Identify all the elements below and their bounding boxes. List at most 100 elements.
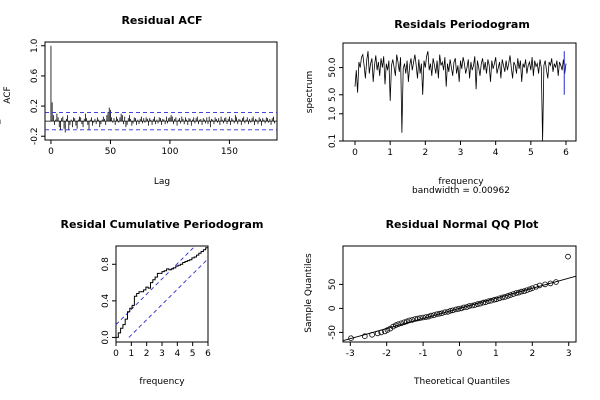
qqplot-point bbox=[403, 318, 410, 325]
qqplot-point bbox=[480, 299, 487, 306]
acf-y-tick-label: 0.2 bbox=[30, 99, 40, 113]
qqplot-point bbox=[565, 253, 571, 260]
qqplot-point bbox=[406, 317, 413, 324]
cumperiodogram-y-tick-label: 0.4 bbox=[101, 293, 111, 308]
qqplot-point bbox=[474, 301, 481, 307]
qqplot-point bbox=[533, 283, 539, 290]
periodogram-line bbox=[354, 51, 567, 142]
qqplot-point bbox=[420, 314, 426, 321]
periodogram-bandwidth: bandwidth = 0.00962 bbox=[412, 186, 510, 196]
cumperiodogram-x-tick-label: 6 bbox=[205, 349, 211, 359]
qqplot-point bbox=[431, 312, 437, 318]
periodogram-x-tick-label: 1 bbox=[387, 148, 393, 158]
acf-plot-frame bbox=[44, 41, 278, 141]
qqplot-point bbox=[507, 292, 514, 298]
cumperiodogram-x-tick-label: 1 bbox=[128, 349, 134, 359]
qqplot-point bbox=[374, 330, 381, 337]
qqplot-point bbox=[515, 289, 522, 296]
cumperiodogram-y-tick-label: 0.8 bbox=[101, 257, 111, 272]
qqplot-point bbox=[436, 310, 443, 317]
cumperiodogram-y-tick-label: 0.0 bbox=[101, 330, 111, 345]
cumperiodogram-x-tick-label: 5 bbox=[190, 349, 196, 359]
qqplot-point bbox=[434, 311, 440, 318]
qqplot-point bbox=[513, 290, 520, 296]
qqplot-point bbox=[524, 287, 530, 294]
qqplot-x-tick-label: 1 bbox=[493, 349, 499, 359]
acf-x-tick-label: 100 bbox=[161, 147, 178, 157]
acf-y-tick-label: 0.6 bbox=[30, 69, 40, 84]
acf-title: Residual ACF bbox=[121, 14, 202, 27]
periodogram-y-tick-label: 0.1 bbox=[328, 134, 338, 148]
qqplot-point bbox=[493, 296, 500, 303]
qqplot-y-tick-label: 0 bbox=[328, 305, 338, 311]
periodogram-y-tick-label: 50.0 bbox=[328, 57, 338, 77]
qqplot-x-tick-label: 0 bbox=[457, 349, 463, 359]
qqplot-point bbox=[547, 280, 554, 287]
cumperiodogram-x-tick-label: 3 bbox=[159, 349, 165, 359]
qqplot-point bbox=[384, 327, 391, 333]
qqplot-point bbox=[417, 315, 424, 321]
cumperiodogram-x-tick-label: 0 bbox=[113, 349, 119, 359]
acf-y-tick-label: 1.0 bbox=[30, 38, 40, 53]
acf-x-tick-label: 150 bbox=[221, 147, 238, 157]
qqplot-point bbox=[439, 310, 445, 317]
periodogram-plot-frame bbox=[342, 42, 577, 142]
qqplot-y-tick-label: -50 bbox=[328, 325, 338, 340]
acf-x-tick-label: 50 bbox=[105, 147, 117, 157]
qqplot-ylabel: Sample Quantiles bbox=[304, 253, 314, 333]
qqplot-point bbox=[455, 306, 462, 312]
qqplot-x-tick-label: -1 bbox=[419, 349, 428, 359]
qqplot-point bbox=[510, 291, 517, 297]
cumperiodogram-x-tick-label: 2 bbox=[144, 349, 150, 359]
qqplot-point bbox=[518, 288, 525, 295]
cumperiodogram-line bbox=[116, 246, 209, 338]
qqplot-point bbox=[485, 298, 492, 305]
periodogram-x-tick-label: 3 bbox=[458, 148, 464, 158]
qqplot-point bbox=[542, 281, 548, 288]
periodogram-title: Residals Periodogram bbox=[394, 18, 530, 31]
qqplot-point bbox=[553, 279, 559, 285]
qqplot-point bbox=[536, 282, 543, 289]
qqplot-point bbox=[423, 314, 429, 320]
cumperiodogram-x-tick-label: 4 bbox=[174, 349, 180, 359]
qqplot-x-tick-label: 2 bbox=[529, 349, 535, 359]
periodogram-x-tick-label: 2 bbox=[422, 148, 428, 158]
qqplot-point bbox=[488, 297, 495, 304]
qqplot-point bbox=[442, 309, 448, 316]
qqplot-title: Residual Normal QQ Plot bbox=[386, 218, 539, 231]
qqplot-point bbox=[482, 299, 489, 306]
periodogram-x-tick-label: 0 bbox=[352, 148, 358, 158]
qqplot-point bbox=[526, 286, 533, 293]
qqplot-y-tick-label: 50 bbox=[328, 278, 338, 290]
cumperiodogram-upper-bound bbox=[115, 245, 196, 325]
qqplot-point bbox=[369, 331, 375, 338]
qqplot-point bbox=[521, 288, 528, 294]
qqplot-point bbox=[466, 303, 473, 309]
cumperiodogram-panel: Residal Cumulative Periodogram frequency… bbox=[61, 218, 264, 387]
qqplot-point bbox=[463, 304, 470, 310]
qqplot-point bbox=[450, 307, 456, 314]
qqplot-point bbox=[491, 296, 497, 303]
qqplot-point bbox=[378, 329, 385, 336]
qqplot-point bbox=[401, 319, 408, 326]
periodogram-x-tick-label: 5 bbox=[528, 148, 534, 158]
periodogram-y-tick-label: 5.0 bbox=[328, 87, 338, 102]
qqplot-point bbox=[453, 306, 459, 313]
qqplot-x-tick-label: -3 bbox=[346, 349, 355, 359]
qqplot-point bbox=[469, 302, 476, 309]
qqplot-x-tick-label: -2 bbox=[382, 349, 391, 359]
cumperiodogram-xlabel: frequency bbox=[139, 377, 185, 387]
qqplot-point bbox=[447, 307, 454, 314]
qqplot-point bbox=[529, 285, 536, 292]
qqplot-point bbox=[395, 321, 402, 328]
qqplot-point bbox=[398, 320, 405, 327]
periodogram-panel: Residals Periodogram frequency bandwidth… bbox=[305, 18, 577, 196]
qqplot-point bbox=[361, 333, 368, 340]
qqplot-point bbox=[496, 295, 503, 302]
cumperiodogram-lower-bound bbox=[128, 258, 209, 338]
qqplot-xlabel: Theoretical Quantiles bbox=[413, 377, 510, 387]
qqplot-x-tick-label: 3 bbox=[566, 349, 572, 359]
acf-y-tick-label: -0.2 bbox=[30, 127, 40, 145]
qqplot-point bbox=[502, 294, 508, 300]
